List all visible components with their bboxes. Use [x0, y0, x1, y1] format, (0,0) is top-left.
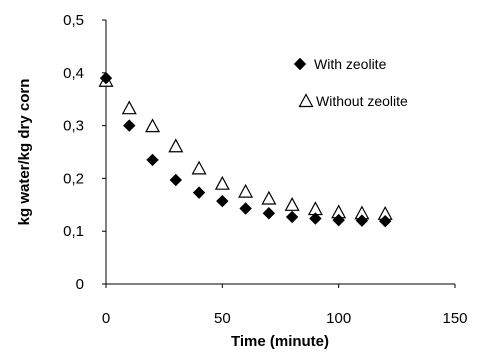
legend-label-without-zeolite: Without zeolite [316, 93, 408, 109]
point-with-zeolite [192, 186, 206, 199]
legend-label-with-zeolite: With zeolite [314, 56, 387, 72]
legend: With zeolite Without zeolite [293, 56, 408, 109]
y-tick-label: 0,5 [63, 12, 84, 29]
point-with-zeolite [378, 214, 392, 228]
point-with-zeolite [146, 153, 159, 167]
point-with-zeolite [99, 71, 113, 85]
point-without-zeolite [121, 100, 137, 115]
point-without-zeolite [168, 138, 184, 153]
data-points [98, 71, 393, 228]
point-with-zeolite [239, 202, 252, 215]
point-with-zeolite [355, 214, 369, 227]
point-without-zeolite [214, 175, 230, 190]
point-with-zeolite [169, 173, 183, 187]
y-axis-ticks: 0 0,1 0,2 0,3 0,4 0,5 [63, 12, 106, 293]
point-with-zeolite [309, 212, 322, 225]
point-without-zeolite [238, 183, 254, 198]
x-tick-label: 150 [442, 310, 467, 327]
y-tick-label: 0,1 [63, 223, 84, 240]
x-tick-label: 0 [102, 310, 110, 327]
point-with-zeolite [123, 119, 136, 132]
legend-marker-without-zeolite [298, 93, 314, 108]
x-axis-ticks: 0 50 100 150 [102, 284, 468, 327]
point-without-zeolite [191, 160, 207, 175]
y-tick-label: 0 [76, 276, 84, 293]
point-without-zeolite [261, 190, 277, 205]
point-with-zeolite [216, 194, 229, 208]
x-tick-label: 50 [214, 310, 231, 327]
point-without-zeolite [284, 197, 300, 211]
point-without-zeolite [145, 118, 161, 133]
y-axis-title: kg water/kg dry corn [16, 79, 33, 226]
point-with-zeolite [332, 213, 345, 227]
y-tick-label: 0,2 [63, 170, 84, 187]
point-with-zeolite [262, 207, 276, 220]
y-tick-label: 0,3 [63, 118, 84, 135]
x-axis-title: Time (minute) [231, 333, 329, 350]
point-with-zeolite [285, 210, 299, 224]
legend-marker-with-zeolite [293, 57, 307, 71]
y-tick-label: 0,4 [63, 65, 84, 82]
x-tick-label: 100 [326, 310, 351, 327]
